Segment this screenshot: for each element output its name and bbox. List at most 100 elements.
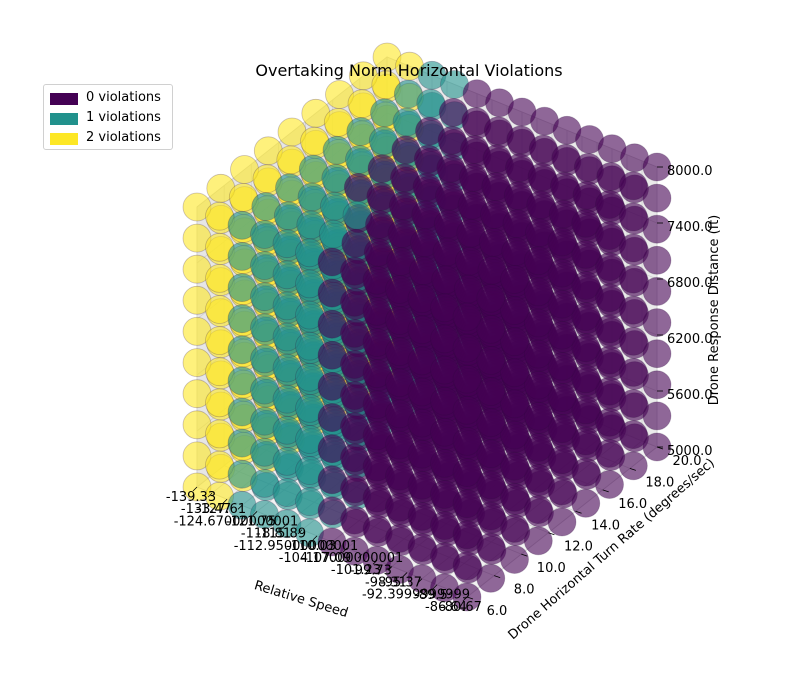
x-tick-label: -110.03: [286, 539, 336, 554]
data-point: [452, 458, 482, 488]
x-tick-mark: [207, 492, 213, 498]
data-point: [452, 302, 482, 332]
data-point: [571, 488, 601, 518]
data-point: [571, 271, 601, 300]
data-point: [500, 420, 529, 450]
data-point: [500, 327, 529, 357]
data-point: [476, 501, 506, 531]
data-point: [547, 445, 577, 475]
data-point: [523, 432, 553, 462]
x-tick-label: -115.89: [256, 527, 306, 542]
x-tick-mark: [447, 590, 453, 596]
z-tick-label: 6200.0: [667, 332, 713, 347]
legend-swatch-0: [50, 93, 78, 105]
legend: 0 violations 1 violations 2 violations: [43, 84, 173, 150]
x-tick-mark: [357, 553, 363, 559]
data-point: [523, 495, 553, 525]
data-point: [523, 246, 553, 276]
x-tick-label: -133.47: [181, 502, 231, 517]
data-point: [595, 221, 624, 251]
data-point: [500, 389, 529, 419]
x-tick-label: -107.09: [301, 551, 351, 566]
x-tick-label: -101.23: [331, 563, 381, 578]
axis-ticks: -139.33-133.47-127.61-124.67000000001-12…: [166, 164, 713, 619]
x-tick-mark: [342, 547, 348, 553]
y-tick-mark: [575, 510, 582, 514]
data-point: [547, 289, 577, 319]
y-tick-label: 6.0: [487, 604, 508, 619]
data-point: [595, 283, 624, 313]
y-tick-mark: [548, 532, 555, 536]
data-point: [523, 526, 553, 556]
data-point: [452, 364, 482, 394]
y-tick-label: 10.0: [537, 561, 566, 576]
x-tick-label: -98.31: [365, 575, 407, 590]
data-point: [452, 520, 482, 550]
x-tick-mark: [267, 517, 273, 522]
x-tick-mark: [252, 511, 258, 516]
data-point: [571, 239, 601, 269]
legend-label-1: 1 violations: [86, 110, 161, 125]
x-tick-mark: [222, 498, 228, 504]
data-point: [618, 451, 648, 481]
data-point: [452, 551, 482, 581]
x-tick-label: -86.64: [425, 600, 467, 615]
data-point: [476, 439, 506, 469]
data-point: [523, 308, 553, 338]
x-tick-label: -139.33: [166, 490, 216, 505]
y-tick-mark: [521, 553, 528, 557]
data-point: [642, 245, 672, 275]
x-tick-mark: [372, 560, 378, 565]
x-tick-mark: [192, 486, 198, 492]
data-point: [571, 333, 601, 363]
x-tick-label: -92.3999999999: [362, 588, 470, 603]
data-points: [182, 42, 672, 612]
data-point: [595, 345, 624, 375]
y-tick-mark: [494, 575, 501, 578]
data-point: [642, 183, 672, 213]
y-tick-label: 12.0: [564, 540, 593, 555]
data-point: [500, 545, 529, 574]
data-point: [571, 302, 601, 332]
data-point: [547, 383, 577, 413]
data-point: [452, 489, 482, 519]
data-point: [523, 401, 553, 431]
data-point: [595, 376, 624, 406]
data-point: [523, 370, 553, 400]
data-point: [595, 314, 624, 344]
x-tick-mark: [282, 523, 288, 528]
z-tick-label: 7400.0: [667, 220, 713, 235]
data-point: [618, 326, 648, 356]
data-point: [547, 476, 577, 506]
x-tick-label: -95.37: [380, 576, 422, 591]
data-point: [500, 451, 529, 481]
z-tick-label: 8000.0: [667, 164, 713, 179]
y-tick-label: 16.0: [618, 497, 647, 512]
y-tick-label: 18.0: [645, 475, 674, 490]
y-tick-mark: [602, 489, 609, 493]
data-point: [642, 370, 672, 400]
data-point: [642, 401, 672, 431]
x-tick-label: -112.95000000001: [234, 539, 359, 554]
x-tick-label: -80.67: [440, 600, 482, 615]
data-point: [571, 395, 601, 425]
y-tick-mark: [629, 468, 636, 471]
data-point: [523, 464, 553, 493]
data-point: [476, 563, 506, 593]
data-point: [618, 389, 648, 418]
y-tick-label: 8.0: [514, 583, 535, 598]
data-point: [476, 346, 506, 375]
data-point: [476, 314, 506, 344]
z-tick-label: 5000.0: [667, 444, 713, 459]
data-point: [547, 507, 577, 537]
data-point: [523, 339, 553, 369]
x-tick-label: -99.73: [350, 563, 392, 578]
x-tick-label: -124.67000000001: [174, 514, 299, 529]
legend-label-2: 2 violations: [86, 130, 161, 145]
legend-swatch-2: [50, 133, 78, 145]
x-tick-mark: [462, 596, 468, 602]
data-point: [571, 457, 601, 487]
data-point: [642, 339, 672, 369]
data-point: [547, 351, 577, 381]
